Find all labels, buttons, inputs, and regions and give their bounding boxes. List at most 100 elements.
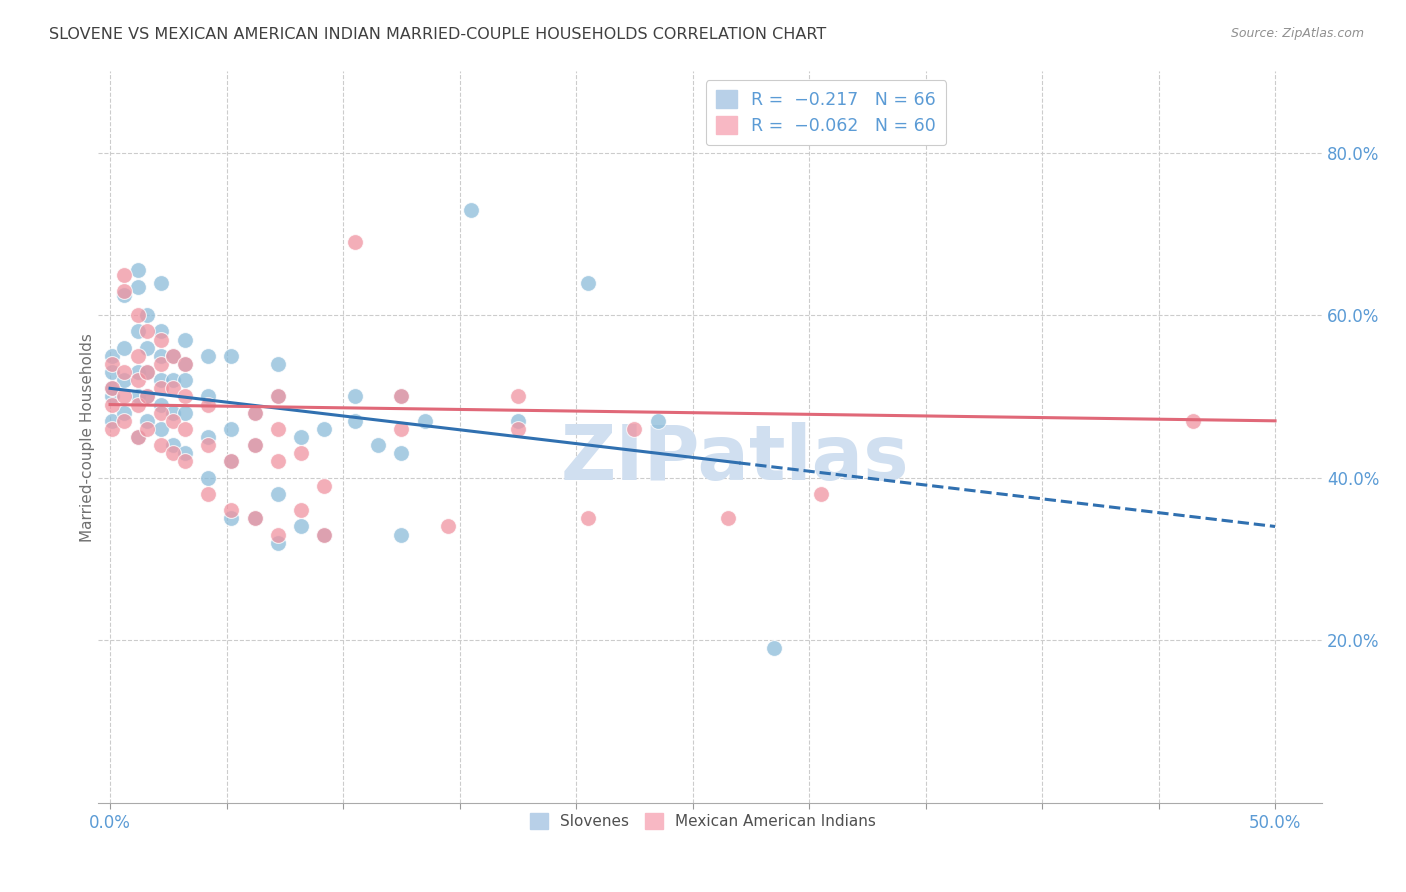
Point bbox=[112, 389, 135, 403]
Point bbox=[127, 308, 149, 322]
Point bbox=[506, 389, 529, 403]
Point bbox=[162, 406, 184, 420]
Point bbox=[136, 365, 159, 379]
Point bbox=[243, 511, 266, 525]
Point bbox=[127, 398, 149, 412]
Point bbox=[219, 454, 242, 468]
Point bbox=[219, 511, 242, 525]
Point bbox=[112, 406, 135, 420]
Point bbox=[197, 471, 219, 485]
Point bbox=[101, 422, 124, 436]
Text: SLOVENE VS MEXICAN AMERICAN INDIAN MARRIED-COUPLE HOUSEHOLDS CORRELATION CHART: SLOVENE VS MEXICAN AMERICAN INDIAN MARRI… bbox=[49, 27, 827, 42]
Point bbox=[389, 389, 412, 403]
Point bbox=[150, 349, 173, 363]
Point bbox=[267, 487, 290, 501]
Point bbox=[150, 333, 173, 347]
Point bbox=[150, 406, 173, 420]
Point bbox=[267, 389, 290, 403]
Point bbox=[219, 503, 242, 517]
Point bbox=[267, 357, 290, 371]
Point bbox=[716, 511, 738, 525]
Point bbox=[267, 422, 290, 436]
Point bbox=[197, 487, 219, 501]
Point bbox=[243, 438, 266, 452]
Point bbox=[267, 454, 290, 468]
Point bbox=[150, 398, 173, 412]
Legend: Slovenes, Mexican American Indians: Slovenes, Mexican American Indians bbox=[524, 807, 882, 835]
Point bbox=[389, 422, 412, 436]
Point bbox=[112, 365, 135, 379]
Text: Source: ZipAtlas.com: Source: ZipAtlas.com bbox=[1230, 27, 1364, 40]
Point bbox=[173, 357, 195, 371]
Point bbox=[162, 349, 184, 363]
Point bbox=[127, 430, 149, 444]
Point bbox=[389, 446, 412, 460]
Point bbox=[219, 422, 242, 436]
Point bbox=[127, 263, 149, 277]
Point bbox=[150, 276, 173, 290]
Point bbox=[112, 414, 135, 428]
Point bbox=[101, 349, 124, 363]
Point bbox=[173, 373, 195, 387]
Point bbox=[460, 202, 482, 217]
Point bbox=[112, 284, 135, 298]
Point bbox=[127, 279, 149, 293]
Point bbox=[127, 325, 149, 339]
Point bbox=[243, 406, 266, 420]
Point bbox=[290, 430, 312, 444]
Legend: R =  −0.217   N = 66, R =  −0.062   N = 60: R = −0.217 N = 66, R = −0.062 N = 60 bbox=[706, 80, 946, 145]
Point bbox=[343, 389, 366, 403]
Point bbox=[343, 235, 366, 249]
Point bbox=[389, 389, 412, 403]
Point bbox=[314, 422, 336, 436]
Point bbox=[197, 349, 219, 363]
Point bbox=[267, 389, 290, 403]
Point bbox=[127, 349, 149, 363]
Point bbox=[173, 406, 195, 420]
Point bbox=[162, 446, 184, 460]
Point bbox=[290, 519, 312, 533]
Point bbox=[150, 381, 173, 395]
Point bbox=[173, 357, 195, 371]
Point bbox=[173, 389, 195, 403]
Point bbox=[197, 398, 219, 412]
Point bbox=[173, 333, 195, 347]
Point bbox=[101, 357, 124, 371]
Point bbox=[112, 288, 135, 302]
Point bbox=[367, 438, 389, 452]
Point bbox=[112, 373, 135, 387]
Point bbox=[267, 535, 290, 549]
Point bbox=[314, 527, 336, 541]
Point bbox=[763, 641, 786, 656]
Point bbox=[136, 422, 159, 436]
Point bbox=[101, 414, 124, 428]
Point bbox=[343, 414, 366, 428]
Point bbox=[506, 414, 529, 428]
Point bbox=[647, 414, 669, 428]
Point bbox=[136, 365, 159, 379]
Point bbox=[173, 454, 195, 468]
Point bbox=[576, 511, 599, 525]
Point bbox=[112, 341, 135, 355]
Point bbox=[101, 381, 124, 395]
Point bbox=[150, 357, 173, 371]
Point bbox=[314, 527, 336, 541]
Point bbox=[810, 487, 832, 501]
Point bbox=[243, 511, 266, 525]
Point bbox=[101, 381, 124, 395]
Point bbox=[150, 438, 173, 452]
Point bbox=[197, 389, 219, 403]
Point bbox=[219, 349, 242, 363]
Point bbox=[267, 527, 290, 541]
Point bbox=[127, 430, 149, 444]
Point bbox=[389, 527, 412, 541]
Point bbox=[136, 308, 159, 322]
Point bbox=[197, 430, 219, 444]
Y-axis label: Married-couple Households: Married-couple Households bbox=[80, 333, 94, 541]
Text: ZIPatlas: ZIPatlas bbox=[560, 422, 908, 496]
Point bbox=[162, 349, 184, 363]
Point bbox=[219, 454, 242, 468]
Point bbox=[243, 406, 266, 420]
Point bbox=[101, 398, 124, 412]
Point bbox=[150, 325, 173, 339]
